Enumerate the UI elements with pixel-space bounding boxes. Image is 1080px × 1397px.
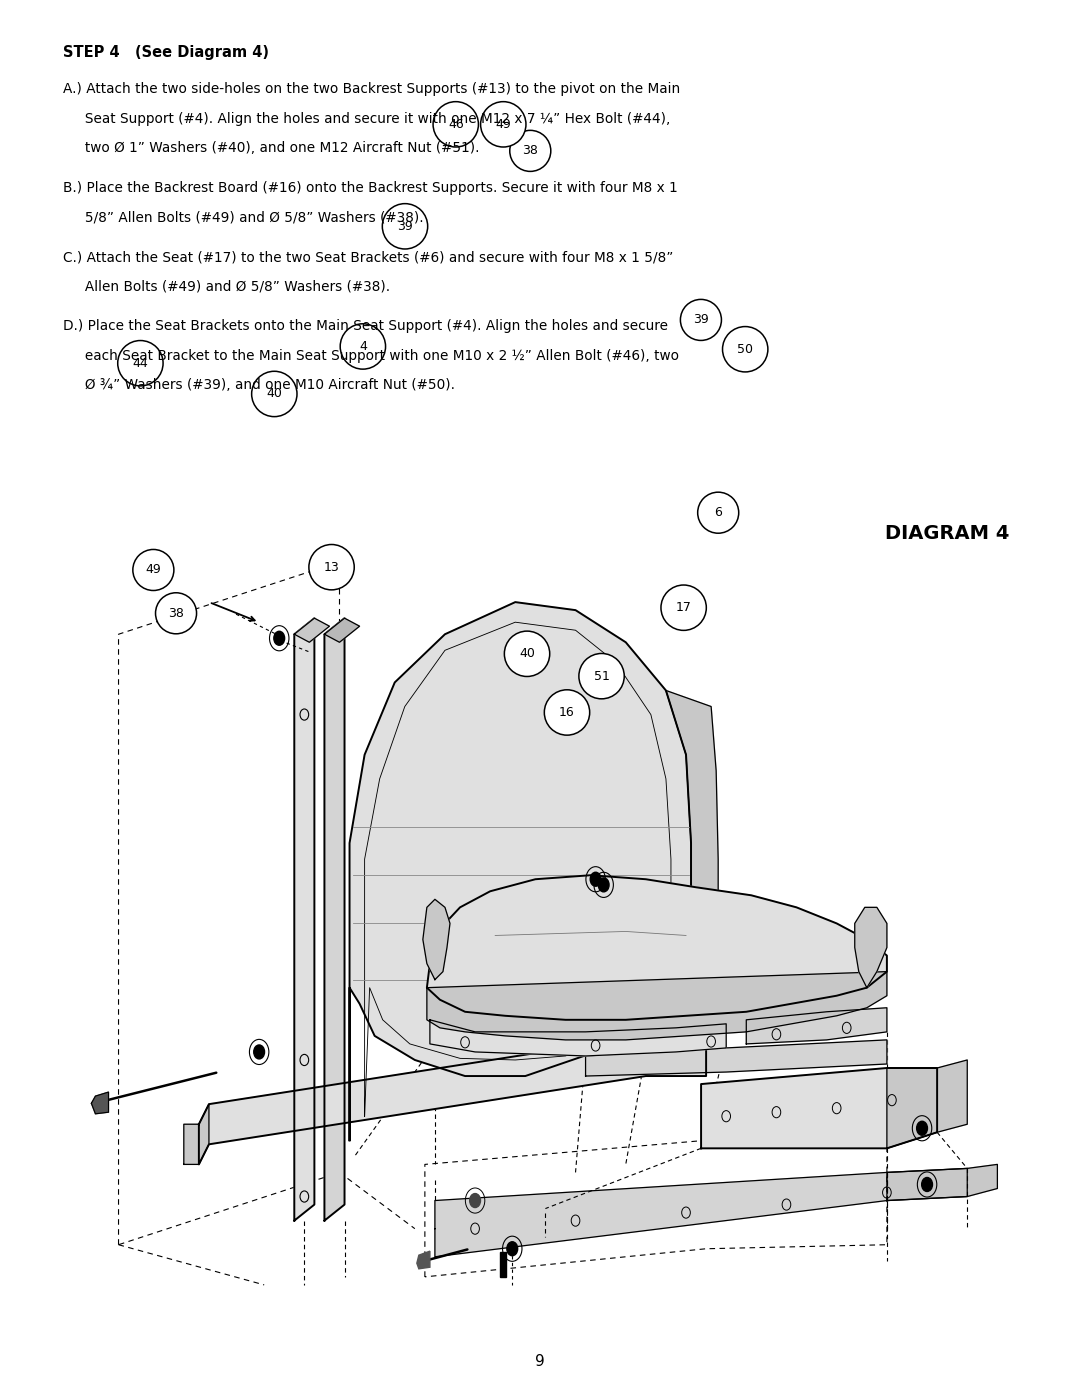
Polygon shape [666, 690, 718, 972]
Text: 51: 51 [594, 669, 609, 683]
Ellipse shape [481, 102, 526, 147]
Ellipse shape [118, 341, 163, 386]
Circle shape [254, 1045, 265, 1059]
Text: 39: 39 [397, 219, 413, 233]
Polygon shape [92, 1092, 108, 1113]
Polygon shape [427, 972, 887, 1039]
Circle shape [507, 1242, 517, 1256]
Bar [500, 1252, 507, 1277]
Text: 17: 17 [676, 601, 691, 615]
Polygon shape [417, 1252, 430, 1268]
Text: 38: 38 [523, 144, 538, 158]
Ellipse shape [504, 631, 550, 676]
Circle shape [598, 877, 609, 891]
Text: Ø ¾” Washers (#39), and one M10 Aircraft Nut (#50).: Ø ¾” Washers (#39), and one M10 Aircraft… [63, 379, 455, 393]
Text: C.) Attach the Seat (#17) to the two Seat Brackets (#6) and secure with four M8 : C.) Attach the Seat (#17) to the two Sea… [63, 250, 673, 264]
Ellipse shape [252, 372, 297, 416]
Polygon shape [746, 1007, 887, 1044]
Text: 39: 39 [693, 313, 708, 327]
Polygon shape [585, 1039, 887, 1076]
Ellipse shape [340, 324, 386, 369]
Polygon shape [199, 1037, 706, 1165]
Text: B.) Place the Backrest Board (#16) onto the Backrest Supports. Secure it with fo: B.) Place the Backrest Board (#16) onto … [63, 182, 677, 196]
Ellipse shape [309, 545, 354, 590]
Text: 16: 16 [559, 705, 575, 719]
Text: 5/8” Allen Bolts (#49) and Ø 5/8” Washers (#38).: 5/8” Allen Bolts (#49) and Ø 5/8” Washer… [63, 211, 423, 225]
Ellipse shape [579, 654, 624, 698]
Text: 38: 38 [168, 606, 184, 620]
Polygon shape [430, 1020, 726, 1056]
Text: Allen Bolts (#49) and Ø 5/8” Washers (#38).: Allen Bolts (#49) and Ø 5/8” Washers (#3… [63, 279, 390, 293]
Ellipse shape [661, 585, 706, 630]
Ellipse shape [698, 492, 739, 534]
Circle shape [274, 631, 285, 645]
Polygon shape [887, 1060, 968, 1148]
Ellipse shape [433, 102, 478, 147]
Circle shape [591, 872, 600, 886]
Text: two Ø 1” Washers (#40), and one M12 Aircraft Nut (#51).: two Ø 1” Washers (#40), and one M12 Airc… [63, 141, 480, 155]
Text: 40: 40 [519, 647, 535, 661]
Text: 9: 9 [535, 1354, 545, 1369]
Polygon shape [435, 1168, 968, 1257]
Text: 49: 49 [146, 563, 161, 577]
Ellipse shape [382, 204, 428, 249]
Ellipse shape [680, 299, 721, 341]
Polygon shape [854, 908, 887, 988]
Text: D.) Place the Seat Brackets onto the Main Seat Support (#4). Align the holes and: D.) Place the Seat Brackets onto the Mai… [63, 320, 667, 334]
Circle shape [921, 1178, 932, 1192]
Text: 6: 6 [714, 506, 723, 520]
Ellipse shape [544, 690, 590, 735]
Ellipse shape [723, 327, 768, 372]
Polygon shape [294, 617, 329, 643]
Polygon shape [423, 900, 450, 979]
Polygon shape [350, 602, 691, 1140]
Circle shape [917, 1122, 928, 1136]
Text: each Seat Bracket to the Main Seat Support with one M10 x 2 ½” Allen Bolt (#46),: each Seat Bracket to the Main Seat Suppo… [63, 349, 678, 363]
Text: 44: 44 [133, 356, 148, 370]
Text: 50: 50 [738, 342, 753, 356]
Text: 46: 46 [448, 117, 463, 131]
Text: 13: 13 [324, 560, 339, 574]
Polygon shape [324, 617, 360, 643]
Polygon shape [324, 617, 345, 1221]
Polygon shape [294, 617, 314, 1221]
Text: Seat Support (#4). Align the holes and secure it with one M12 x 7 ¼” Hex Bolt (#: Seat Support (#4). Align the holes and s… [63, 112, 670, 126]
Text: STEP 4   (See Diagram 4): STEP 4 (See Diagram 4) [63, 45, 269, 60]
Ellipse shape [156, 592, 197, 634]
Ellipse shape [133, 549, 174, 591]
Polygon shape [427, 875, 887, 1020]
Text: DIAGRAM 4: DIAGRAM 4 [886, 524, 1010, 543]
Ellipse shape [510, 130, 551, 172]
Circle shape [470, 1193, 481, 1207]
Text: 49: 49 [496, 117, 511, 131]
Text: A.) Attach the two side-holes on the two Backrest Supports (#13) to the pivot on: A.) Attach the two side-holes on the two… [63, 82, 680, 96]
Text: 40: 40 [267, 387, 282, 401]
Polygon shape [701, 1067, 937, 1148]
Polygon shape [887, 1165, 998, 1200]
Polygon shape [184, 1104, 208, 1165]
Text: 4: 4 [359, 339, 367, 353]
